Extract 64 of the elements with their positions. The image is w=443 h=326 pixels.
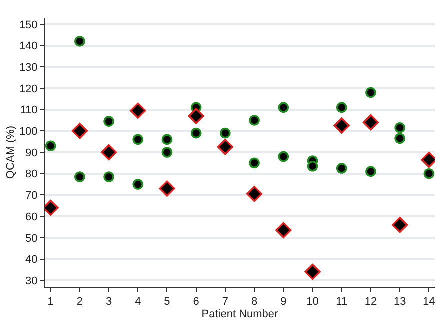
point: [132, 179, 144, 190]
point: [276, 222, 292, 238]
x-tick-label: 2: [76, 296, 83, 308]
point: [104, 116, 114, 127]
x-tick-label: 13: [394, 296, 406, 308]
y-tick-label: 110: [20, 104, 38, 117]
y-tick-label: 150: [19, 19, 38, 32]
point: [336, 163, 348, 174]
point: [188, 108, 204, 124]
point: [190, 128, 202, 139]
point: [249, 115, 260, 126]
x-tick-label: 7: [222, 296, 229, 308]
y-tick-label: 50: [26, 232, 38, 245]
x-tick-label: 5: [164, 296, 170, 308]
point: [278, 102, 290, 114]
y-tick-label: 80: [26, 168, 38, 181]
point: [130, 102, 146, 119]
y-tick-label: 130: [19, 62, 38, 74]
point: [217, 139, 234, 156]
point: [45, 140, 56, 152]
point: [74, 172, 86, 182]
y-tick-label: 140: [19, 40, 38, 53]
point: [249, 158, 260, 169]
point: [132, 134, 144, 146]
x-axis-title: Patient Number: [202, 308, 279, 320]
point: [362, 114, 380, 131]
y-tick-label: 120: [19, 83, 38, 96]
y-tick-label: 60: [26, 211, 38, 224]
x-tick-label: 11: [336, 296, 348, 308]
point: [366, 166, 376, 178]
point: [220, 128, 231, 139]
y-tick-label: 30: [26, 275, 38, 288]
x-tick-label: 12: [364, 296, 378, 308]
point: [392, 217, 408, 234]
point: [278, 151, 290, 162]
point: [162, 147, 173, 158]
x-tick-label: 10: [306, 296, 319, 308]
x-tick-label: 9: [280, 296, 287, 308]
point: [336, 102, 348, 114]
point: [304, 264, 321, 280]
point: [162, 134, 173, 146]
point: [366, 87, 376, 98]
x-tick-label: 6: [193, 296, 200, 308]
x-tick-label: 4: [135, 296, 142, 308]
point: [104, 172, 114, 182]
y-tick-label: 100: [19, 126, 38, 138]
point: [394, 133, 406, 144]
x-tick-label: 8: [251, 296, 258, 308]
point: [100, 144, 118, 161]
point: [424, 168, 435, 180]
point: [334, 118, 350, 134]
point: [159, 180, 176, 197]
y-tick-label: 40: [26, 254, 38, 266]
point: [307, 160, 318, 172]
x-tick-label: 3: [106, 296, 112, 308]
x-tick-label: 14: [423, 296, 436, 308]
y-axis-title: QCAM (%): [5, 126, 18, 180]
point: [394, 122, 406, 134]
x-tick-label: 1: [48, 296, 54, 308]
y-tick-label: 90: [26, 147, 38, 160]
point: [246, 186, 263, 202]
y-tick-label: 70: [26, 190, 38, 202]
point: [72, 123, 88, 140]
point: [74, 36, 86, 47]
